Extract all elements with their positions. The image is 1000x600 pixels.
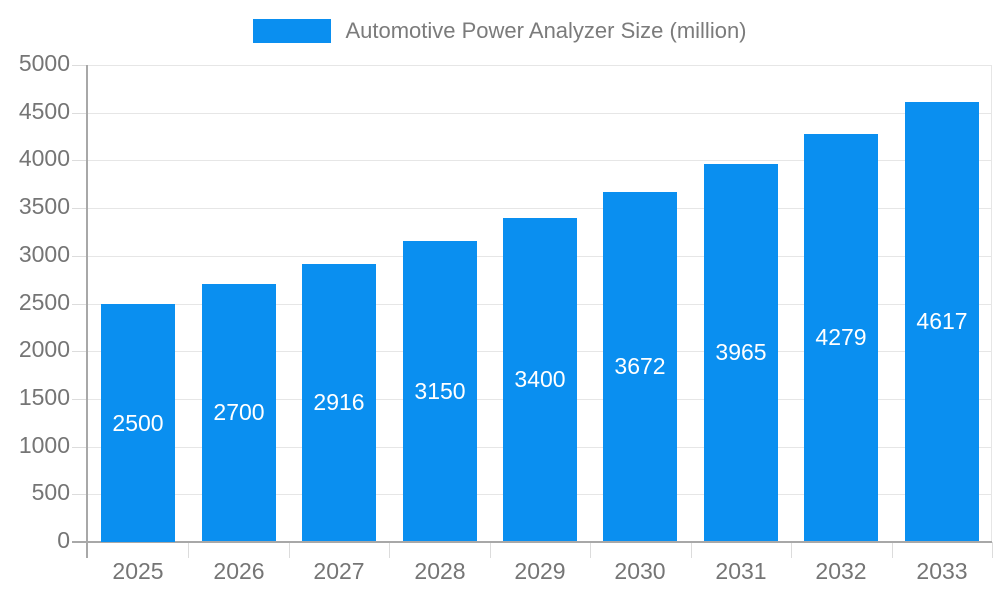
bar-value-label: 3672: [614, 353, 666, 379]
y-axis-tick-label: 2500: [18, 289, 70, 315]
y-axis-tick-label: 5000: [18, 50, 70, 76]
y-axis-line: [86, 65, 88, 558]
y-axis-tick: [72, 494, 88, 495]
x-axis-tick-label: 2030: [614, 558, 666, 584]
gridline: [88, 160, 992, 161]
y-axis-tick: [72, 256, 88, 257]
y-axis-tick: [72, 304, 88, 305]
gridline: [88, 208, 992, 209]
x-axis-tick-label: 2031: [715, 558, 767, 584]
y-axis-tick: [72, 160, 88, 161]
bar-value-label: 4617: [916, 308, 968, 334]
bar: 3672: [603, 192, 677, 541]
bar-value-label: 2916: [313, 389, 365, 415]
bar-value-label: 2700: [213, 399, 265, 425]
y-axis-tick-label: 500: [31, 479, 70, 505]
x-axis-tick-label: 2028: [414, 558, 466, 584]
y-axis-tick: [72, 113, 88, 114]
plot-right-border: [991, 65, 992, 542]
x-axis-tick-label: 2025: [112, 558, 164, 584]
x-axis-tick-label: 2029: [514, 558, 566, 584]
y-axis-tick-label: 2000: [18, 336, 70, 362]
x-axis-tick: [389, 542, 390, 558]
legend-label: Automotive Power Analyzer Size (million): [345, 18, 747, 43]
y-axis-tick: [72, 208, 88, 209]
legend-swatch: [253, 19, 332, 43]
y-axis-tick-label: 4000: [18, 145, 70, 171]
x-axis-tick-label: 2032: [815, 558, 867, 584]
x-axis-tick: [590, 542, 591, 558]
y-axis-tick: [72, 351, 88, 352]
y-axis-tick: [72, 399, 88, 400]
bar: 4617: [905, 102, 979, 541]
bar: 2500: [101, 304, 175, 542]
bar: 2700: [202, 284, 276, 541]
y-axis-tick-label: 4500: [18, 98, 70, 124]
x-axis-tick: [992, 542, 993, 558]
bar-value-label: 3400: [514, 366, 566, 392]
y-axis-tick-label: 0: [57, 527, 70, 553]
x-axis-tick-label: 2033: [916, 558, 968, 584]
bar: 3400: [503, 218, 577, 541]
bar: 3150: [403, 241, 477, 541]
legend: Automotive Power Analyzer Size (million): [0, 18, 1000, 44]
bar: 4279: [804, 134, 878, 541]
y-axis-tick-label: 3000: [18, 241, 70, 267]
bar: 2916: [302, 264, 376, 541]
bar-value-label: 3150: [414, 377, 466, 404]
x-axis-tick: [289, 542, 290, 558]
y-axis-tick: [72, 447, 88, 448]
y-axis-tick-label: 1500: [18, 384, 70, 410]
y-axis-tick: [72, 65, 88, 66]
x-axis-tick-label: 2027: [313, 558, 365, 584]
x-axis-tick: [490, 542, 491, 558]
gridline: [88, 65, 992, 66]
x-axis-tick-label: 2026: [213, 558, 265, 584]
bar: 3965: [704, 164, 778, 541]
y-axis-tick-label: 1000: [18, 432, 70, 458]
gridline: [88, 113, 992, 114]
x-axis-tick: [791, 542, 792, 558]
legend-item[interactable]: Automotive Power Analyzer Size (million): [253, 18, 747, 44]
x-axis-tick: [691, 542, 692, 558]
bar-value-label: 2500: [112, 409, 164, 436]
x-axis-line: [72, 541, 992, 543]
bar-value-label: 3965: [715, 339, 767, 365]
bar-value-label: 4279: [815, 324, 867, 350]
y-axis-tick-label: 3500: [18, 193, 70, 219]
x-axis-tick: [892, 542, 893, 558]
x-axis-tick: [188, 542, 189, 558]
